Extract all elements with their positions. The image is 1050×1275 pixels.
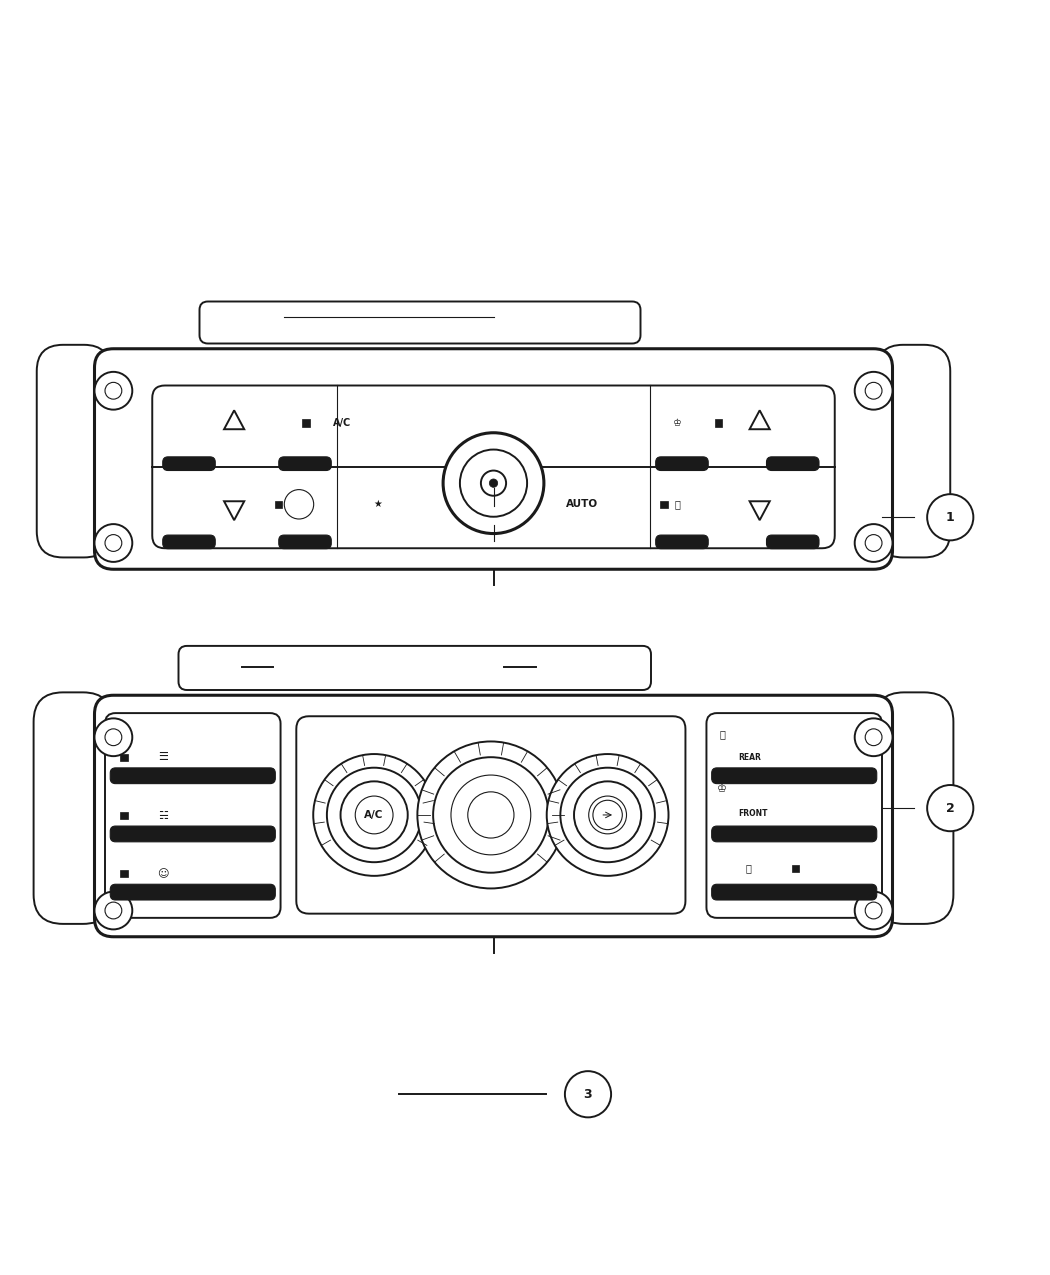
Bar [120, 812, 128, 820]
Circle shape [418, 742, 565, 889]
FancyBboxPatch shape [712, 768, 877, 784]
FancyBboxPatch shape [110, 885, 275, 900]
Bar [275, 501, 282, 507]
Circle shape [481, 470, 506, 496]
FancyBboxPatch shape [200, 301, 640, 343]
Circle shape [927, 785, 973, 831]
Circle shape [589, 796, 627, 834]
Circle shape [593, 801, 623, 830]
Circle shape [855, 891, 892, 929]
Bar [660, 501, 668, 507]
Text: A/C: A/C [333, 418, 352, 428]
Text: A/C: A/C [364, 810, 384, 820]
Circle shape [865, 534, 882, 551]
Circle shape [94, 372, 132, 409]
Bar [792, 864, 799, 872]
Text: ⎕: ⎕ [675, 500, 680, 509]
FancyBboxPatch shape [94, 695, 892, 937]
Circle shape [855, 524, 892, 562]
Circle shape [433, 757, 548, 872]
Circle shape [94, 524, 132, 562]
Circle shape [105, 903, 122, 919]
FancyBboxPatch shape [707, 713, 882, 918]
Circle shape [865, 729, 882, 746]
FancyBboxPatch shape [712, 885, 877, 900]
FancyBboxPatch shape [110, 826, 275, 842]
FancyBboxPatch shape [163, 536, 215, 548]
Circle shape [489, 479, 498, 487]
Circle shape [105, 729, 122, 746]
FancyBboxPatch shape [178, 646, 651, 690]
FancyBboxPatch shape [877, 344, 950, 557]
Circle shape [105, 534, 122, 551]
FancyBboxPatch shape [655, 456, 708, 470]
FancyBboxPatch shape [296, 717, 686, 914]
FancyBboxPatch shape [34, 692, 112, 924]
FancyBboxPatch shape [110, 768, 275, 784]
Polygon shape [750, 411, 770, 430]
Bar [120, 754, 128, 761]
Circle shape [340, 782, 407, 849]
Text: ⭐: ⭐ [746, 863, 752, 873]
FancyBboxPatch shape [279, 456, 332, 470]
Polygon shape [750, 501, 770, 520]
Circle shape [94, 718, 132, 756]
Text: 1: 1 [946, 511, 954, 524]
Text: ☺: ☺ [156, 868, 169, 878]
FancyBboxPatch shape [105, 713, 280, 918]
Text: ★: ★ [373, 500, 382, 509]
FancyBboxPatch shape [37, 344, 110, 557]
Text: 2: 2 [946, 802, 954, 815]
Circle shape [574, 782, 642, 849]
Circle shape [927, 495, 973, 541]
FancyBboxPatch shape [875, 692, 953, 924]
FancyBboxPatch shape [163, 456, 215, 470]
Circle shape [855, 718, 892, 756]
FancyBboxPatch shape [712, 826, 877, 842]
FancyBboxPatch shape [279, 536, 332, 548]
Polygon shape [224, 501, 245, 520]
Circle shape [547, 754, 669, 876]
FancyBboxPatch shape [766, 536, 819, 548]
Circle shape [327, 768, 421, 862]
Circle shape [313, 754, 435, 876]
Bar [715, 419, 722, 427]
Circle shape [467, 792, 514, 838]
Text: ☰: ☰ [158, 752, 168, 762]
Circle shape [865, 903, 882, 919]
Text: ♔: ♔ [717, 784, 728, 794]
Text: ☵: ☵ [158, 811, 168, 821]
FancyBboxPatch shape [766, 456, 819, 470]
Circle shape [443, 432, 544, 533]
Text: FRONT: FRONT [738, 808, 768, 819]
Circle shape [561, 768, 655, 862]
FancyBboxPatch shape [152, 385, 835, 548]
Text: ♔: ♔ [673, 418, 683, 428]
Circle shape [452, 775, 530, 854]
Text: REAR: REAR [738, 752, 761, 762]
Circle shape [865, 382, 882, 399]
Circle shape [460, 450, 527, 516]
Circle shape [855, 372, 892, 409]
Circle shape [355, 796, 393, 834]
FancyBboxPatch shape [655, 536, 708, 548]
Bar [120, 870, 128, 877]
Circle shape [565, 1071, 611, 1117]
FancyBboxPatch shape [94, 349, 892, 569]
Text: ⎕: ⎕ [719, 729, 726, 740]
Circle shape [285, 490, 314, 519]
Text: 3: 3 [584, 1088, 592, 1100]
Text: AUTO: AUTO [566, 500, 598, 509]
Circle shape [94, 891, 132, 929]
Circle shape [105, 382, 122, 399]
Bar [301, 418, 310, 427]
Polygon shape [224, 411, 245, 430]
